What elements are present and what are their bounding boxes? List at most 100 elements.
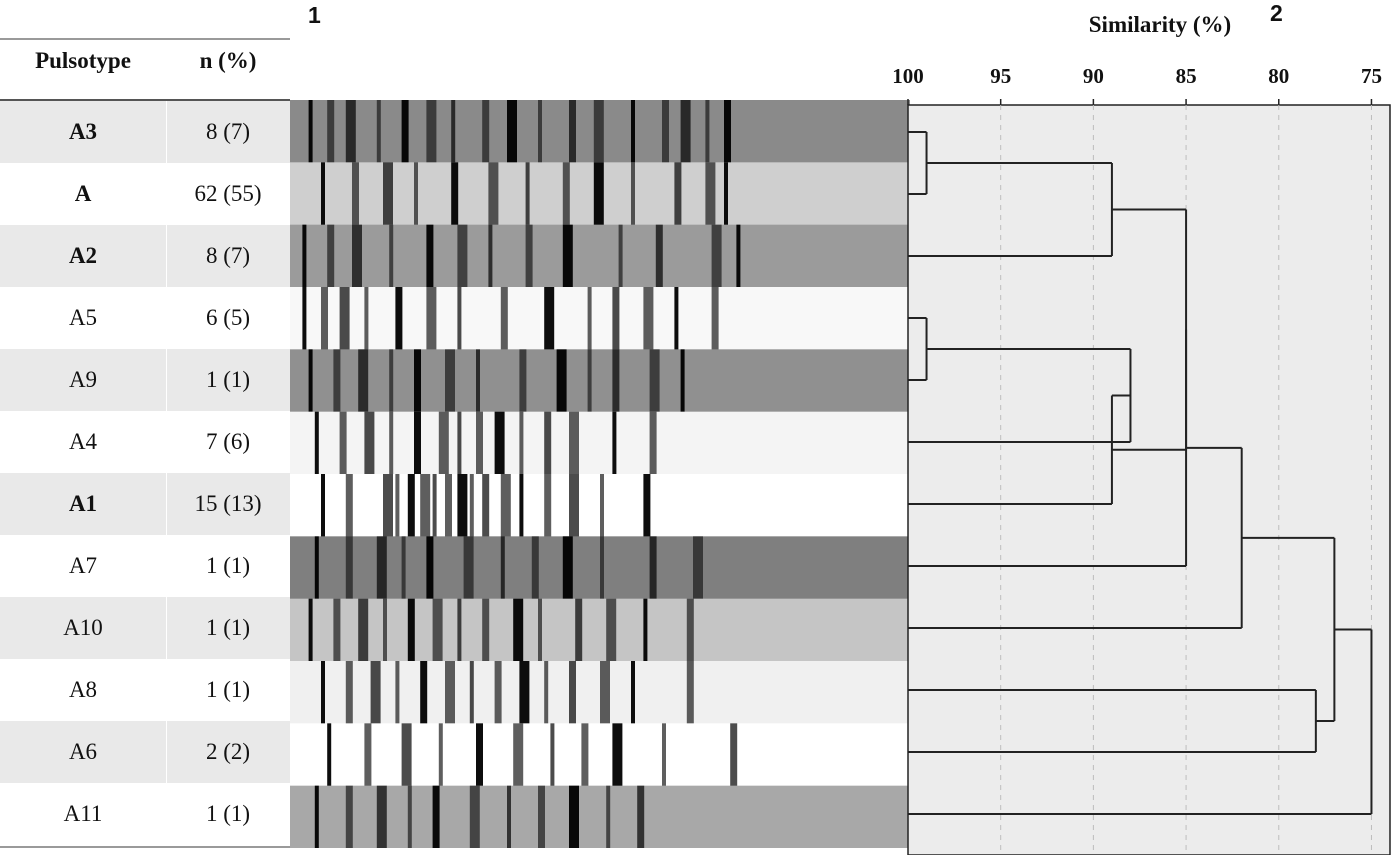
gel-band [525, 162, 530, 226]
gel-band [562, 224, 573, 288]
gel-band [631, 100, 635, 163]
cell-pulsotype: A11 [63, 801, 103, 826]
gel-band [321, 287, 328, 350]
gel-image [290, 100, 910, 848]
table-row: A8 1 (1) [0, 659, 290, 721]
gel-band [562, 162, 570, 226]
gel-band [420, 661, 428, 724]
gel-band [550, 723, 555, 787]
gel-band [426, 100, 437, 163]
gel-band [643, 598, 648, 662]
gel-band [358, 598, 369, 662]
cell-n-percent: 2 (2) [205, 739, 251, 764]
gel-band [364, 287, 369, 350]
column-separator [166, 535, 167, 597]
gel-band [339, 287, 350, 350]
table-bottom-rule [0, 846, 290, 848]
gel-band [451, 162, 459, 226]
gel-band [445, 661, 455, 724]
cell-pulsotype: A4 [68, 429, 98, 454]
gel-band [500, 536, 505, 600]
gel-band [488, 224, 493, 288]
gel-band [674, 162, 682, 226]
gel-band [724, 100, 731, 163]
gel-band [649, 411, 657, 475]
gel-band [649, 349, 660, 413]
gel-band [432, 785, 440, 848]
cell-pulsotype: A7 [68, 553, 98, 578]
gel-band [314, 785, 319, 848]
gel-band [562, 536, 573, 600]
table-row: A6 2 (2) [0, 721, 290, 783]
gel-band [482, 474, 490, 537]
gel-band [302, 224, 307, 288]
gel-band [432, 598, 443, 662]
column-separator [166, 597, 167, 659]
gel-lane [290, 723, 910, 787]
gel-band [711, 224, 722, 288]
column-separator [166, 473, 167, 535]
cell-n-percent: 62 (55) [194, 181, 262, 206]
column-separator [166, 101, 167, 163]
tick-label: 85 [1176, 64, 1197, 88]
gel-band [414, 349, 421, 413]
gel-band [507, 785, 511, 848]
cell-n-percent: 1 (1) [205, 801, 251, 826]
gel-band [345, 785, 353, 848]
gel-band [395, 287, 403, 350]
gel-band [686, 598, 694, 662]
pulsotype-table: Pulsotype n (%) A3 8 (7) A 62 (55) A2 8 (7) A5… [0, 0, 290, 855]
cell-pulsotype: A3 [68, 119, 98, 144]
gel-band [389, 411, 394, 475]
gel-band [308, 349, 313, 413]
gel-band [519, 474, 524, 537]
gel-band [612, 349, 620, 413]
table-row: A 62 (55) [0, 163, 290, 225]
gel-band [383, 598, 387, 662]
gel-band [407, 598, 415, 662]
table-row: A5 6 (5) [0, 287, 290, 349]
gel-band [686, 661, 694, 724]
cell-n-percent: 8 (7) [205, 243, 251, 268]
cell-n-percent: 1 (1) [205, 367, 251, 392]
gel-band [730, 723, 738, 787]
gel-lane [290, 224, 910, 288]
gel-band [525, 224, 533, 288]
gel-band [376, 785, 387, 848]
tick-label: 80 [1268, 64, 1289, 88]
gel-band [327, 224, 335, 288]
gel-band [680, 349, 685, 413]
gel-band [345, 661, 353, 724]
gel-band [488, 162, 499, 226]
gel-band [513, 598, 524, 662]
gel-band [445, 349, 455, 413]
gel-lane [290, 598, 910, 662]
gel-band [674, 287, 679, 350]
gel-band [327, 100, 335, 163]
gel-band [482, 598, 490, 662]
gel-band [352, 162, 359, 226]
table-row: A9 1 (1) [0, 349, 290, 411]
gel-band [593, 162, 604, 226]
gel-band [693, 536, 703, 600]
dendrogram-panel [907, 104, 1391, 855]
gel-band [569, 411, 579, 475]
gel-band [389, 349, 394, 413]
gel-band [345, 474, 353, 537]
gel-band [581, 723, 589, 787]
gel-band [519, 349, 527, 413]
gel-band [457, 474, 468, 537]
gel-band [314, 536, 319, 600]
table-row: A10 1 (1) [0, 597, 290, 659]
gel-band [649, 536, 657, 600]
gel-band [457, 598, 462, 662]
cell-pulsotype: A6 [68, 739, 98, 764]
column-separator [166, 287, 167, 349]
gel-band [445, 474, 452, 537]
gel-band [587, 349, 592, 413]
gel-band [606, 598, 617, 662]
gel-band [494, 411, 505, 475]
gel-band [395, 661, 400, 724]
header-pulsotype: Pulsotype [35, 48, 131, 73]
gel-band [321, 661, 325, 724]
